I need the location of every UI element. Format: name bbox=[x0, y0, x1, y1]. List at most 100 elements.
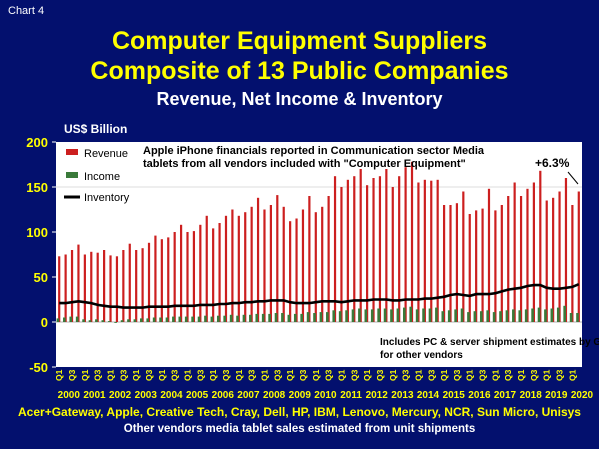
revenue-bar bbox=[199, 224, 202, 322]
x-quarter-label: Q3 bbox=[67, 369, 77, 381]
annotation-growth: +6.3% bbox=[535, 156, 570, 170]
revenue-bar bbox=[58, 256, 61, 322]
income-bar bbox=[390, 309, 393, 322]
legend-inventory-label: Inventory bbox=[84, 192, 130, 204]
income-bar bbox=[428, 308, 432, 322]
revenue-bar bbox=[366, 185, 369, 322]
legend-income-label: Income bbox=[84, 171, 120, 183]
income-bar bbox=[229, 314, 233, 322]
income-bar bbox=[358, 308, 361, 322]
income-bar bbox=[454, 309, 457, 322]
revenue-bar bbox=[321, 206, 324, 322]
revenue-bar bbox=[385, 169, 388, 322]
income-bar bbox=[261, 313, 265, 322]
x-quarter-label: Q1 bbox=[106, 369, 116, 381]
income-bar bbox=[460, 308, 464, 322]
income-bar bbox=[563, 305, 566, 322]
income-bar bbox=[306, 312, 310, 322]
legend-revenue-label: Revenue bbox=[84, 148, 128, 160]
revenue-bar bbox=[417, 182, 420, 322]
x-quarter-label: Q1 bbox=[465, 369, 475, 381]
revenue-bar bbox=[244, 212, 247, 322]
x-year-label: 2008 bbox=[263, 390, 286, 401]
x-year-label: 2009 bbox=[289, 390, 312, 401]
y-tick-label: 150 bbox=[26, 180, 48, 195]
revenue-bar bbox=[237, 215, 240, 322]
revenue-bar bbox=[154, 235, 157, 322]
x-year-label: 2000 bbox=[58, 390, 81, 401]
income-bar bbox=[223, 315, 226, 322]
y-tick-label: -50 bbox=[29, 360, 48, 375]
income-bar bbox=[351, 309, 355, 322]
income-bar bbox=[377, 308, 380, 322]
income-bar bbox=[114, 322, 117, 323]
revenue-bar bbox=[378, 176, 382, 322]
revenue-bar bbox=[173, 232, 176, 322]
x-year-label: 2010 bbox=[314, 390, 337, 401]
x-quarter-label: Q1 bbox=[285, 369, 295, 381]
revenue-bar bbox=[218, 223, 221, 322]
revenue-bar bbox=[122, 250, 125, 322]
revenue-bar bbox=[564, 178, 568, 322]
revenue-bar bbox=[70, 250, 74, 322]
x-year-label: 2018 bbox=[520, 390, 543, 401]
revenue-bar bbox=[289, 221, 292, 322]
x-quarter-label: Q1 bbox=[183, 369, 193, 381]
revenue-bar bbox=[577, 191, 580, 322]
x-quarter-label: Q3 bbox=[375, 369, 385, 381]
y-tick-label: 100 bbox=[26, 225, 48, 240]
income-bar bbox=[184, 316, 188, 322]
revenue-bar bbox=[83, 254, 86, 322]
chart-title-line2: Composite of 13 Public Companies bbox=[90, 57, 509, 85]
income-bar bbox=[56, 318, 60, 322]
x-quarter-label: Q1 bbox=[157, 369, 167, 381]
revenue-bar bbox=[532, 182, 535, 322]
income-bar bbox=[402, 307, 406, 322]
annotation-note-top-2: tablets from all vendors included with "… bbox=[143, 158, 466, 170]
x-quarter-label: Q3 bbox=[503, 369, 513, 381]
revenue-bar bbox=[160, 239, 163, 322]
annotation-note-top-1: Apple iPhone financials reported in Comm… bbox=[143, 145, 485, 157]
income-bar bbox=[210, 316, 214, 322]
x-quarter-label: Q1 bbox=[311, 369, 321, 381]
revenue-bar bbox=[558, 191, 561, 322]
revenue-bar bbox=[256, 197, 260, 322]
x-year-label: 2017 bbox=[494, 390, 517, 401]
revenue-bar bbox=[552, 197, 555, 322]
revenue-bar bbox=[135, 250, 138, 322]
revenue-bar bbox=[276, 195, 279, 322]
revenue-bar bbox=[545, 200, 548, 322]
x-quarter-label: Q1 bbox=[54, 369, 64, 381]
income-bar bbox=[313, 313, 316, 322]
x-year-label: 2013 bbox=[391, 390, 414, 401]
x-quarter-label: Q1 bbox=[131, 369, 141, 381]
revenue-bar bbox=[494, 210, 497, 322]
revenue-bar bbox=[327, 196, 330, 322]
revenue-bar bbox=[571, 205, 574, 322]
x-quarter-label: Q1 bbox=[362, 369, 372, 381]
x-year-label: 2016 bbox=[468, 390, 491, 401]
income-bar bbox=[396, 308, 400, 322]
x-quarter-label: Q1 bbox=[439, 369, 449, 381]
income-bar bbox=[486, 310, 489, 322]
revenue-bar bbox=[186, 232, 189, 322]
chart-tag: Chart 4 bbox=[8, 5, 45, 17]
revenue-bar bbox=[103, 250, 106, 322]
income-bar bbox=[332, 310, 336, 322]
income-bar bbox=[473, 311, 477, 322]
revenue-bar bbox=[526, 188, 529, 322]
revenue-bar bbox=[141, 248, 144, 322]
income-bar bbox=[556, 307, 560, 322]
income-bar bbox=[152, 317, 156, 322]
income-bar bbox=[172, 316, 175, 322]
income-bar bbox=[499, 311, 502, 322]
income-bar bbox=[415, 309, 419, 322]
income-bar bbox=[216, 315, 220, 322]
income-bar bbox=[197, 316, 201, 322]
revenue-bar bbox=[507, 196, 510, 322]
x-quarter-label: Q3 bbox=[298, 369, 308, 381]
revenue-bar bbox=[282, 206, 285, 322]
income-bar bbox=[242, 314, 246, 322]
income-bar bbox=[139, 318, 143, 322]
income-bar bbox=[422, 308, 425, 322]
